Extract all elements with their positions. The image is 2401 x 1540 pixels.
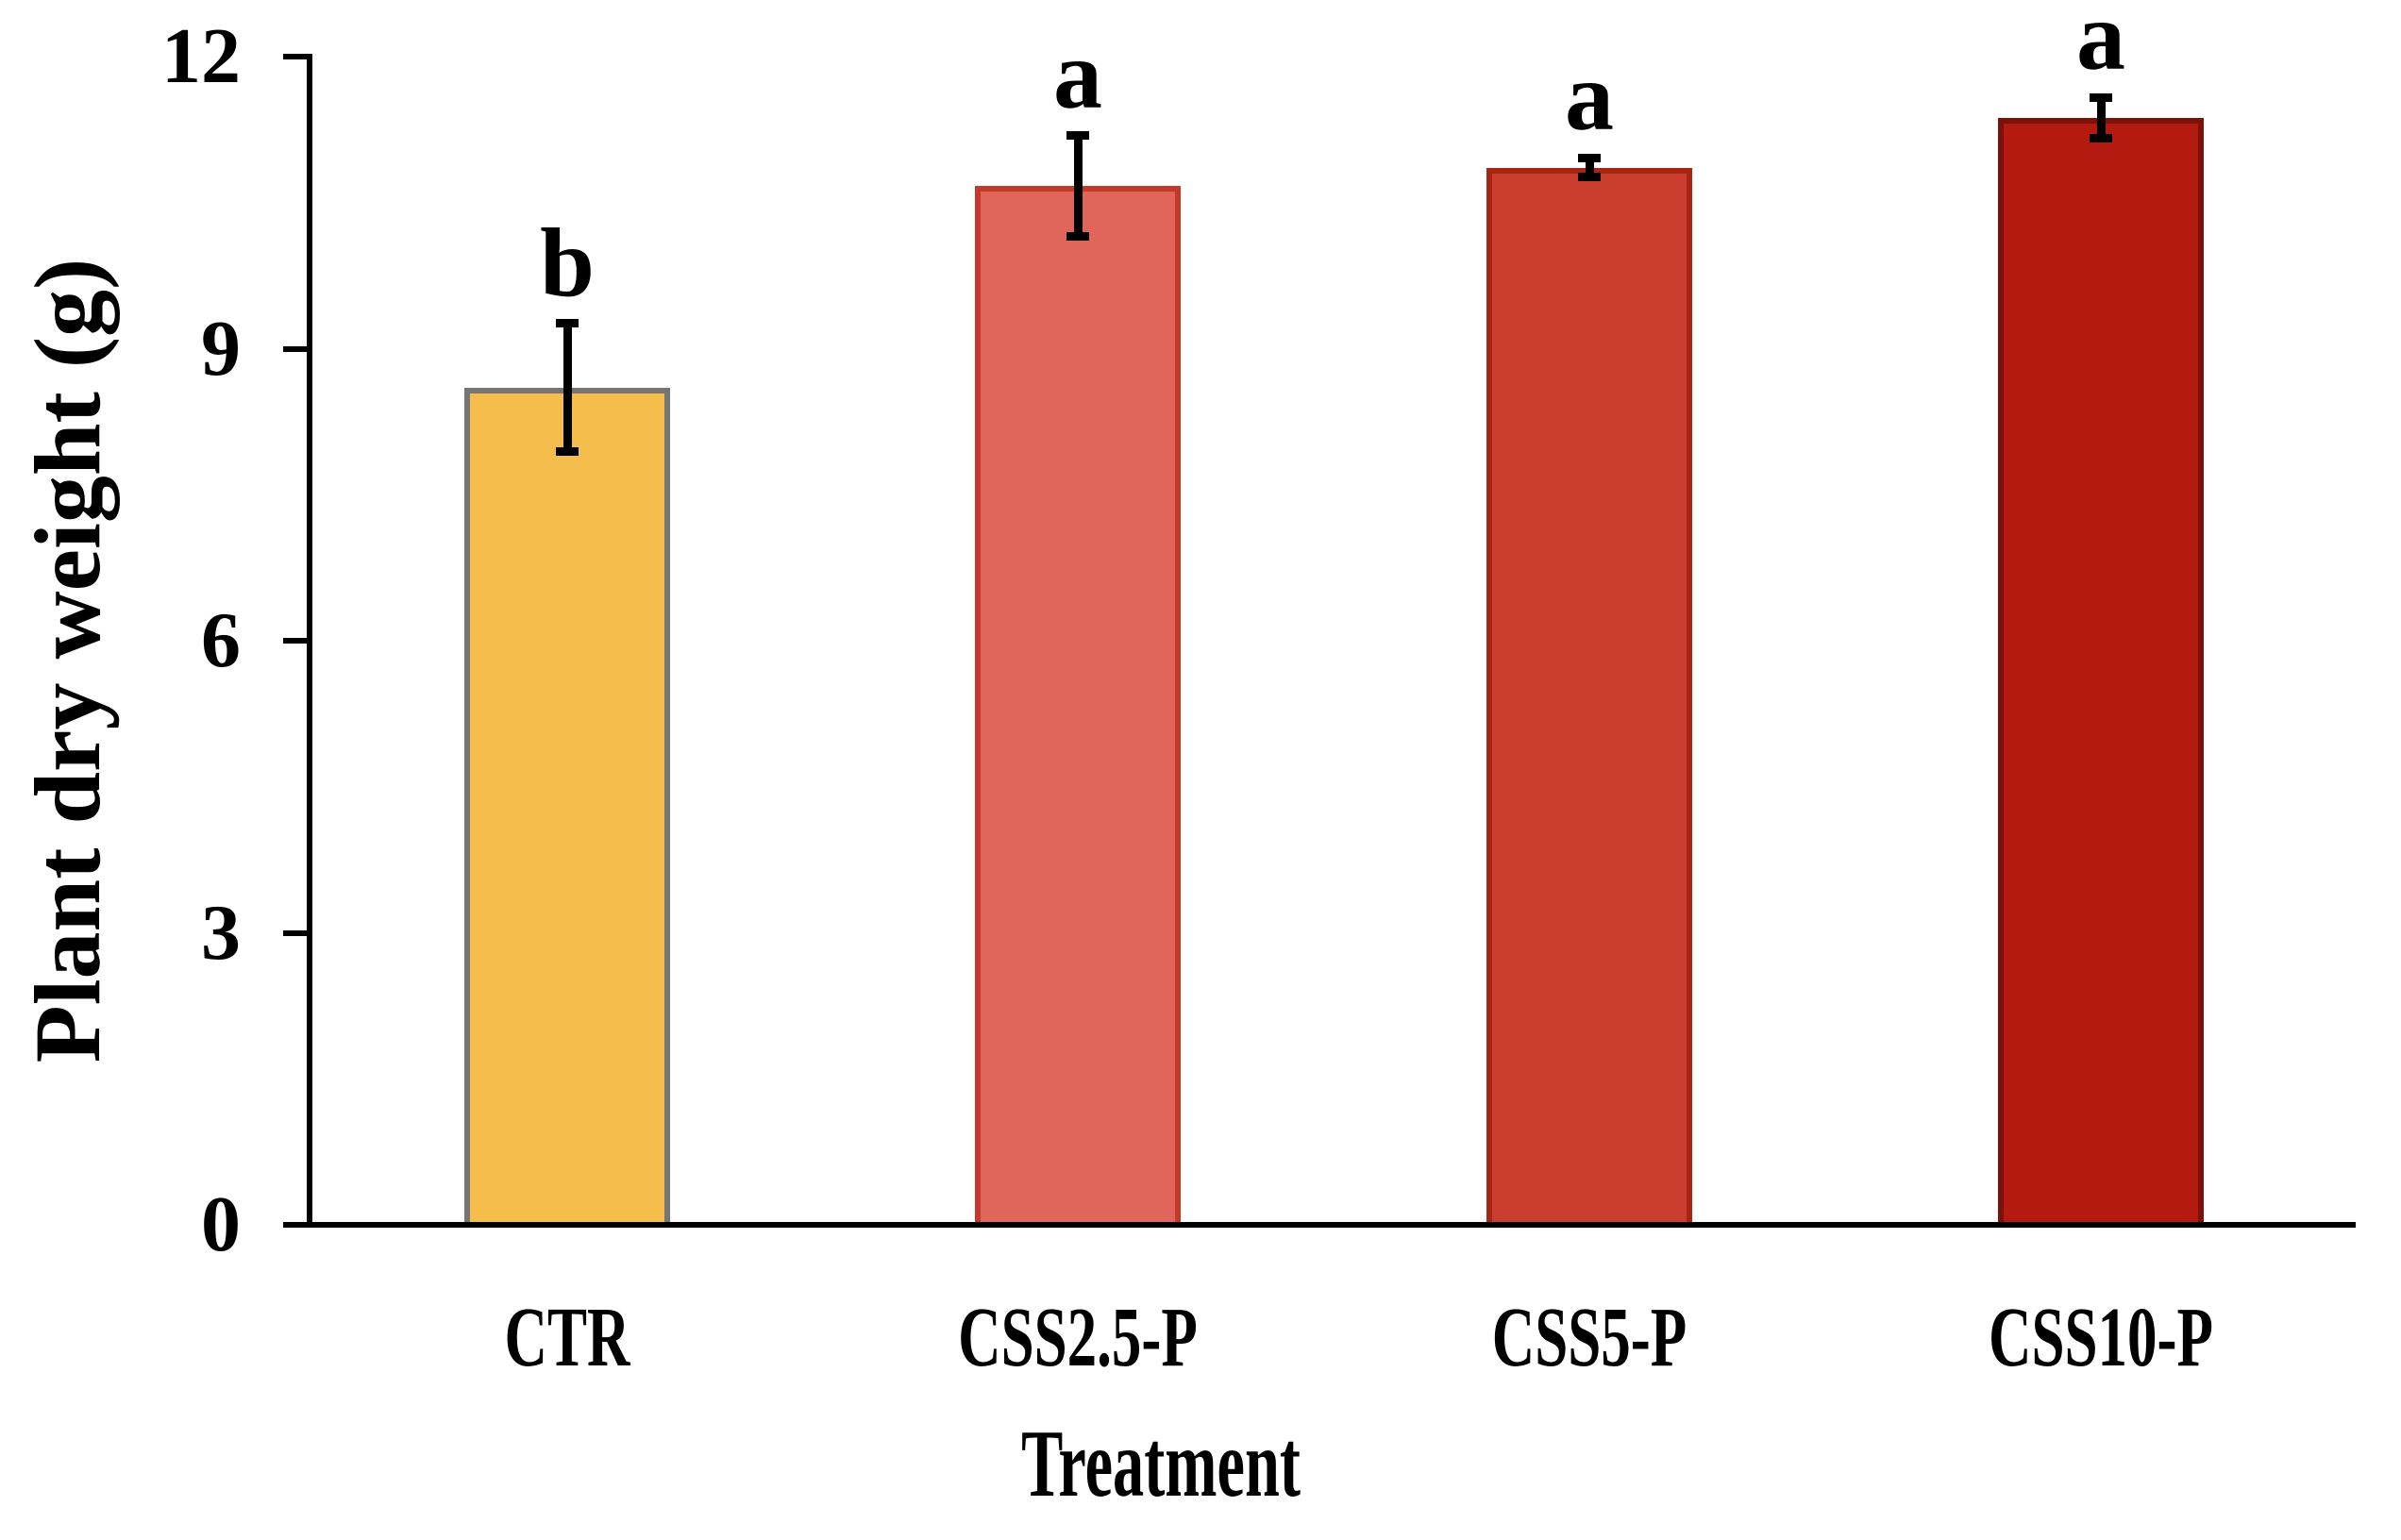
y-tick-label: 0 — [201, 1180, 241, 1268]
error-bar-cap — [1066, 232, 1089, 242]
bar-css10-p — [1998, 117, 2204, 1228]
x-category-label-css2.5-p: CSS2.5-P — [958, 1291, 1198, 1384]
y-tick-label: 9 — [201, 304, 241, 393]
x-category-label-css5-p: CSS5-P — [1491, 1291, 1687, 1384]
y-tick-label: 6 — [201, 596, 241, 684]
error-bar-cap — [1578, 153, 1601, 162]
error-bar-cap — [2090, 134, 2112, 143]
error-bar-cap — [556, 447, 579, 457]
y-tick — [283, 54, 310, 59]
bar-ctr — [464, 387, 670, 1228]
error-bar-cap — [556, 319, 579, 328]
x-category-label-ctr: CTR — [504, 1291, 630, 1384]
significance-letter: a — [1053, 20, 1102, 129]
y-tick — [283, 929, 310, 936]
bar-css5-p — [1486, 167, 1692, 1228]
error-bar-cap — [1578, 173, 1601, 182]
bar-css2.5-p — [975, 186, 1181, 1228]
significance-letter: b — [540, 208, 595, 317]
x-axis-title: Treatment — [1021, 1411, 1301, 1517]
y-tick-label: 3 — [201, 888, 241, 977]
y-axis-line — [307, 54, 312, 1228]
error-bar-line — [1585, 158, 1594, 177]
error-bar-line — [2096, 97, 2106, 139]
error-bar-line — [1073, 135, 1083, 237]
y-tick-label: 12 — [161, 12, 241, 100]
x-category-label-css10-p: CSS10-P — [1988, 1291, 2214, 1384]
significance-letter: a — [1565, 42, 1614, 152]
y-axis-title: Plant dry weight (g) — [15, 258, 120, 1063]
error-bar-cap — [2090, 92, 2112, 102]
error-bar-cap — [1066, 131, 1089, 141]
error-bar-line — [562, 323, 572, 452]
y-tick — [283, 345, 310, 352]
significance-letter: a — [2076, 0, 2125, 92]
x-axis-line — [283, 1222, 2356, 1228]
y-tick — [283, 638, 310, 644]
